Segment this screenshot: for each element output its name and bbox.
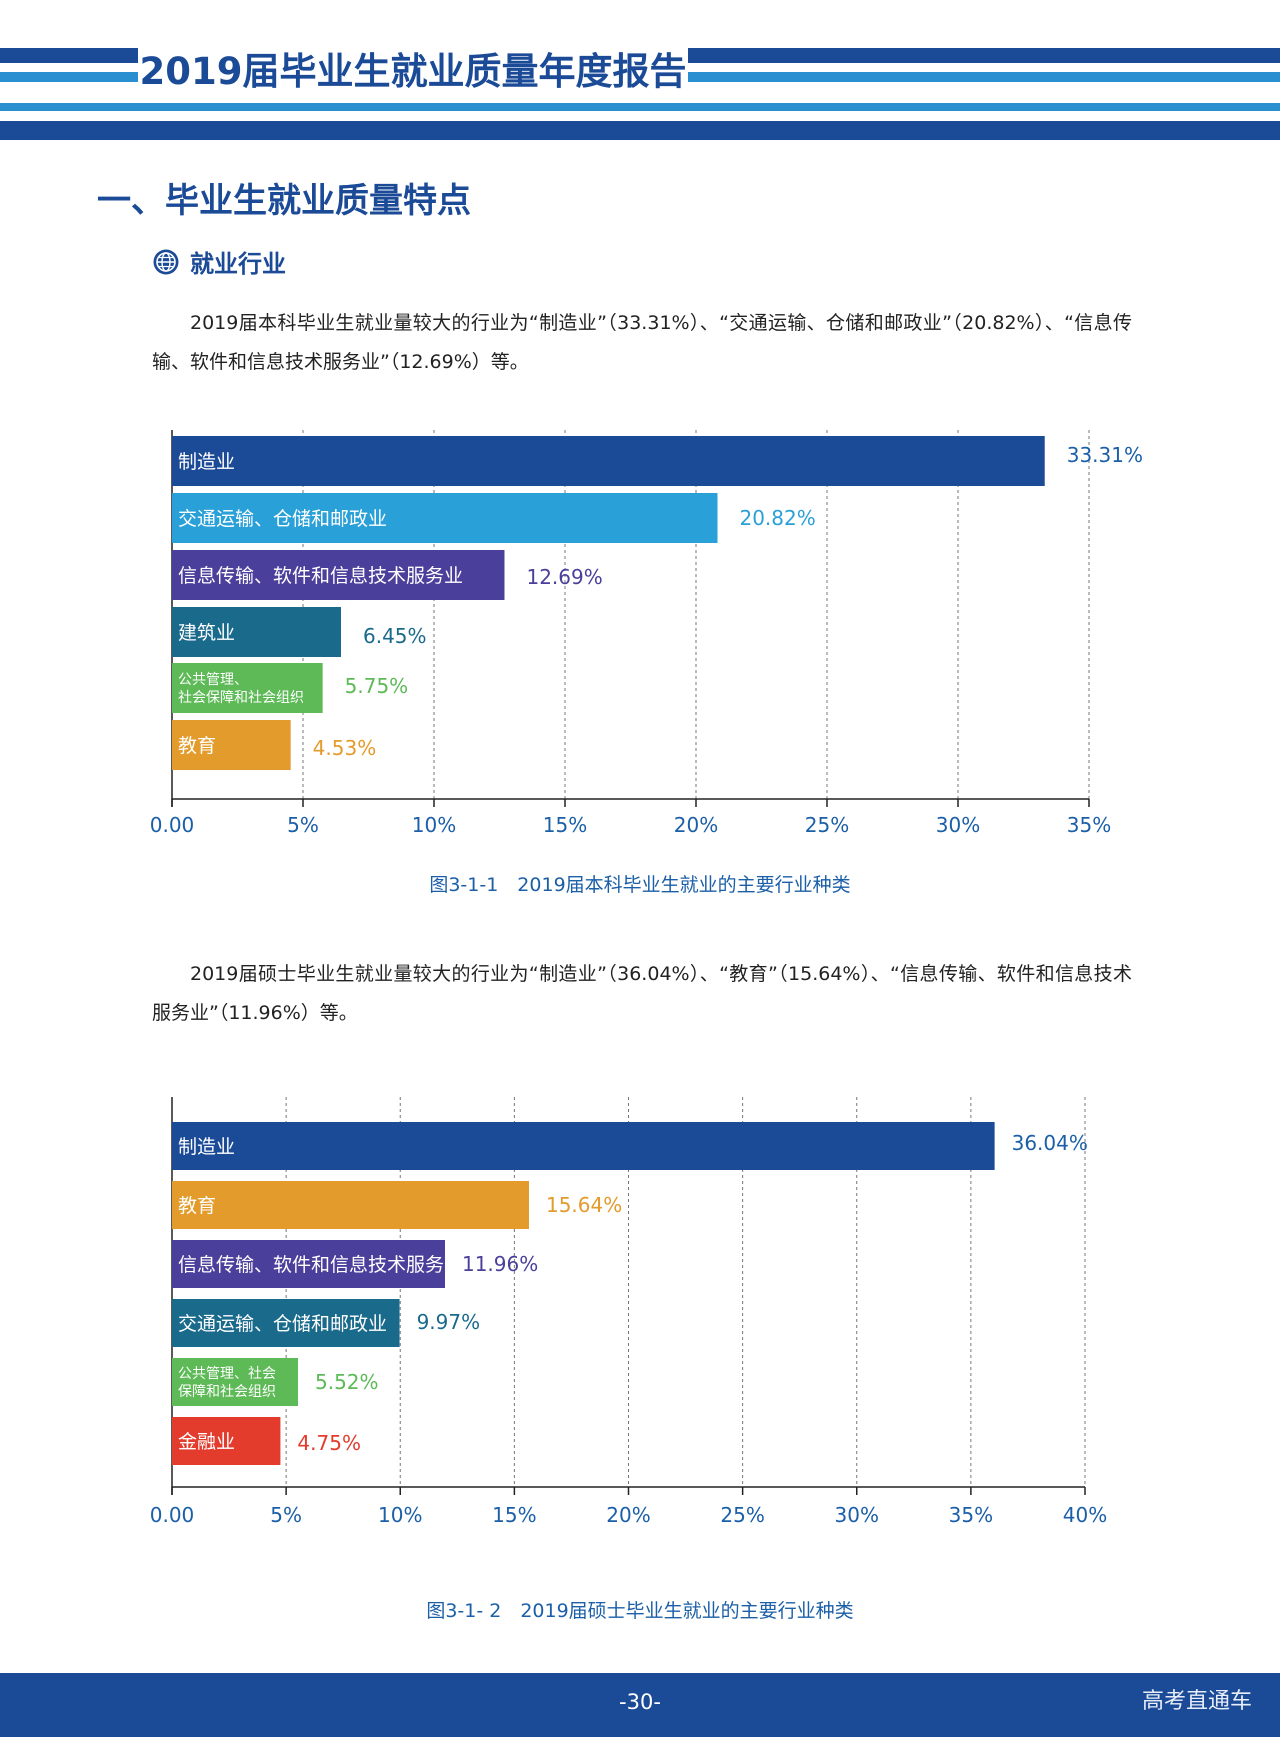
bar-category-label: 信息传输、软件和信息技术服务业 [178,565,463,587]
bar-value-label: 4.75% [297,1431,361,1455]
bar [172,1299,400,1347]
bar-value-label: 36.04% [1012,1131,1088,1155]
bar-category-label: 金融业 [178,1431,235,1453]
bar-category-label: 教育 [178,735,216,757]
x-tick-label: 5% [270,1503,302,1527]
x-tick-label: 15% [543,813,587,837]
bar [172,493,718,543]
bar-value-label: 15.64% [546,1193,622,1217]
bar [172,1358,298,1406]
bar [172,1240,445,1288]
subsection-heading: 就业行业 [152,244,286,279]
bar [172,1417,281,1465]
bar-category-label: 公共管理、社会 [178,1366,276,1382]
x-tick-label: 30% [936,813,980,837]
bar [172,550,505,600]
bar-value-label: 9.97% [417,1310,481,1334]
bar-category-label: 信息传输、软件和信息技术服务业 [178,1254,463,1276]
brand-label: 高考直通车 [1141,1689,1252,1714]
x-tick-label: 35% [1067,813,1111,837]
bar [172,1181,529,1229]
paragraph-master: 2019届硕士毕业生就业量较大的行业为“制造业”（36.04%）、“教育”（15… [152,963,1132,1024]
x-tick-label: 25% [720,1503,764,1527]
bar [172,720,291,770]
x-tick-label: 20% [606,1503,650,1527]
bar [172,663,323,713]
header-stripe-thin [0,103,1280,111]
x-tick-label: 35% [949,1503,993,1527]
bar-category-label: 教育 [178,1195,216,1217]
section-title: 一、毕业生就业质量特点 [97,181,471,221]
x-tick-label: 40% [1063,1503,1107,1527]
bar-category-label: 保障和社会组织 [178,1384,276,1400]
x-tick-label: 15% [492,1503,536,1527]
bar-value-label: 5.52% [315,1370,379,1394]
x-tick-label: 5% [287,813,319,837]
x-tick-label: 0.00 [150,1503,195,1527]
header-stripe-bottom [0,121,1280,140]
subsection-title: 就业行业 [190,250,286,278]
bar-value-label: 4.53% [313,736,377,760]
header-title: 2019届毕业生就业质量年度报告 [139,50,687,93]
bar-value-label: 11.96% [462,1252,538,1276]
bar-category-label: 建筑业 [178,622,235,644]
x-tick-label: 0.00 [150,813,195,837]
chart-caption-undergrad: 图3-1-1 2019届本科毕业生就业的主要行业种类 [429,874,851,896]
x-tick-label: 10% [378,1503,422,1527]
bar-category-label: 制造业 [178,1136,235,1158]
x-tick-label: 30% [835,1503,879,1527]
bar-category-label: 社会保障和社会组织 [178,690,304,706]
page-number: -30- [619,1690,661,1714]
bar [172,1122,995,1170]
bar-value-label: 5.75% [345,674,409,698]
globe-icon [153,249,179,274]
bar [172,436,1045,486]
bar-category-label: 公共管理、 [178,672,248,688]
bar-value-label: 6.45% [363,624,427,648]
bar-category-label: 制造业 [178,451,235,473]
bar-value-label: 20.82% [739,506,815,530]
x-tick-label: 25% [805,813,849,837]
paragraph-undergrad: 2019届本科毕业生就业量较大的行业为“制造业”（33.31%）、“交通运输、仓… [152,312,1132,373]
chart-caption-master: 图3-1- 2 2019届硕士毕业生就业的主要行业种类 [426,1600,854,1622]
bar [172,607,341,657]
header-title-box: 2019届毕业生就业质量年度报告 [138,38,688,98]
footer-bar [0,1673,1280,1737]
bar-category-label: 交通运输、仓储和邮政业 [178,1313,387,1335]
x-tick-label: 10% [412,813,456,837]
bar-value-label: 12.69% [526,565,602,589]
bar-value-label: 33.31% [1067,443,1143,467]
bar-category-label: 交通运输、仓储和邮政业 [178,508,387,530]
x-tick-label: 20% [674,813,718,837]
